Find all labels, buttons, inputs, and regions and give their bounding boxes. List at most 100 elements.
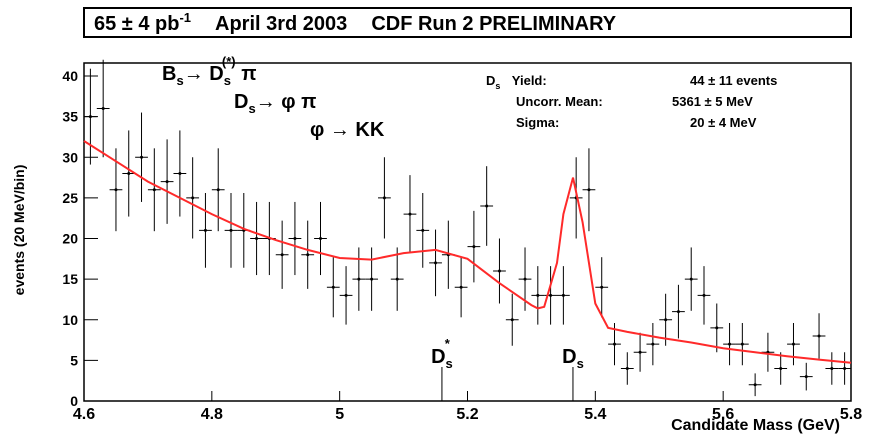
decay-part: → D <box>184 63 224 85</box>
title-box <box>83 7 852 38</box>
x-tick-label: 5.8 <box>840 406 862 423</box>
data-dot <box>728 342 732 346</box>
data-dot <box>472 245 476 249</box>
data-dot <box>753 383 757 387</box>
data-dot <box>613 342 617 346</box>
x-tick-label: 5.4 <box>584 406 606 423</box>
data-dot <box>140 155 144 159</box>
x-tick-label: 4.6 <box>73 406 95 423</box>
data-dot <box>344 293 348 297</box>
data-dot <box>203 228 207 232</box>
y-tick-label: 0 <box>70 393 78 409</box>
decay-part: B <box>162 63 176 85</box>
stats-text: Sigma: <box>516 115 559 130</box>
data-dot <box>88 115 92 119</box>
data-dot <box>382 196 386 200</box>
title-experiment: CDF Run 2 PRELIMINARY <box>371 13 616 35</box>
title-date: April 3rd 2003 <box>215 13 347 35</box>
x-axis-label: Candidate Mass (GeV) <box>671 417 840 434</box>
decay-line: φ → KK <box>310 119 385 141</box>
y-axis-label: events (20 MeV/bin) <box>11 165 27 296</box>
stats-sym: D <box>486 73 495 88</box>
marker-label: Ds * <box>431 336 453 371</box>
y-tick-label: 20 <box>62 231 78 247</box>
decay-part: s <box>248 101 255 116</box>
data-dot <box>152 188 156 192</box>
data-dot <box>791 342 795 346</box>
data-dot <box>229 228 233 232</box>
data-dot <box>804 375 808 379</box>
data-dot <box>370 277 374 281</box>
data-dot <box>280 253 284 257</box>
data-dot <box>485 204 489 208</box>
y-tick-label: 35 <box>62 109 78 125</box>
x-tick-label: 4.8 <box>201 406 223 423</box>
stats-value: 44 ± 11 events <box>690 73 777 88</box>
y-tick-label: 10 <box>62 312 78 328</box>
data-dot <box>625 367 629 370</box>
decay-part: (*) <box>222 54 236 69</box>
data-dot <box>357 277 361 281</box>
stats-sub: s <box>495 81 500 91</box>
marker-sup: * <box>445 336 451 351</box>
stats-value: 5361 ± 5 MeV <box>672 94 753 109</box>
decay-part: s <box>176 73 183 88</box>
x-tick-label: 5 <box>335 406 344 423</box>
y-tick-label: 25 <box>62 190 78 206</box>
data-dot <box>101 107 105 110</box>
title-sup: -1 <box>179 10 191 25</box>
marker-sub: s <box>577 356 584 371</box>
data-dot <box>843 367 847 370</box>
data-dot <box>421 228 425 232</box>
marker-main: D <box>562 346 576 368</box>
data-dot <box>510 318 514 322</box>
decay-part: D <box>234 91 248 113</box>
data-dot <box>702 293 706 297</box>
data-dot <box>779 367 783 370</box>
data-dot <box>434 261 438 265</box>
data-dot <box>715 326 719 330</box>
data-dot <box>497 269 501 273</box>
data-dot <box>740 342 744 346</box>
data-dot <box>255 237 259 240</box>
decay-line: Ds→ φ π <box>234 91 316 116</box>
x-tick-label: 5.2 <box>456 406 478 423</box>
decay-part: π <box>236 63 257 85</box>
data-dot <box>817 334 821 338</box>
stats-text: Yield: <box>508 73 546 88</box>
data-dot <box>216 188 220 192</box>
y-tick-label: 30 <box>62 149 78 165</box>
stats-value: 20 ± 4 MeV <box>690 115 757 130</box>
data-dot <box>114 188 118 192</box>
stats-label: Uncorr. Mean: <box>516 94 603 109</box>
y-tick-label: 15 <box>62 271 78 287</box>
stats-text: Uncorr. Mean: <box>516 94 603 109</box>
data-dot <box>664 318 668 322</box>
decay-part: → φ π <box>256 91 317 113</box>
data-dot <box>178 172 182 175</box>
data-dot <box>191 196 195 200</box>
data-dot <box>459 285 463 289</box>
data-dot <box>523 277 527 281</box>
stats-label: Sigma: <box>516 115 559 130</box>
data-dot <box>536 293 540 297</box>
data-dot <box>127 172 131 175</box>
data-dot <box>395 277 399 281</box>
data-dot <box>651 342 655 346</box>
decay-part: φ → KK <box>310 119 385 141</box>
marker-label: Ds <box>562 346 584 371</box>
data-dot <box>331 285 335 289</box>
data-dot <box>318 237 322 240</box>
data-dot <box>830 367 834 370</box>
x-tick-label: 5.6 <box>712 406 734 423</box>
marker-main: D <box>431 346 445 368</box>
title-lumi: 65 ± 4 pb <box>94 13 179 35</box>
data-dot <box>293 237 297 240</box>
data-dot <box>689 277 693 281</box>
fit-curve <box>83 140 852 364</box>
data-dot <box>600 285 604 289</box>
y-tick-label: 40 <box>62 68 78 84</box>
decay-part: s <box>224 73 231 88</box>
data-dot <box>165 180 169 184</box>
